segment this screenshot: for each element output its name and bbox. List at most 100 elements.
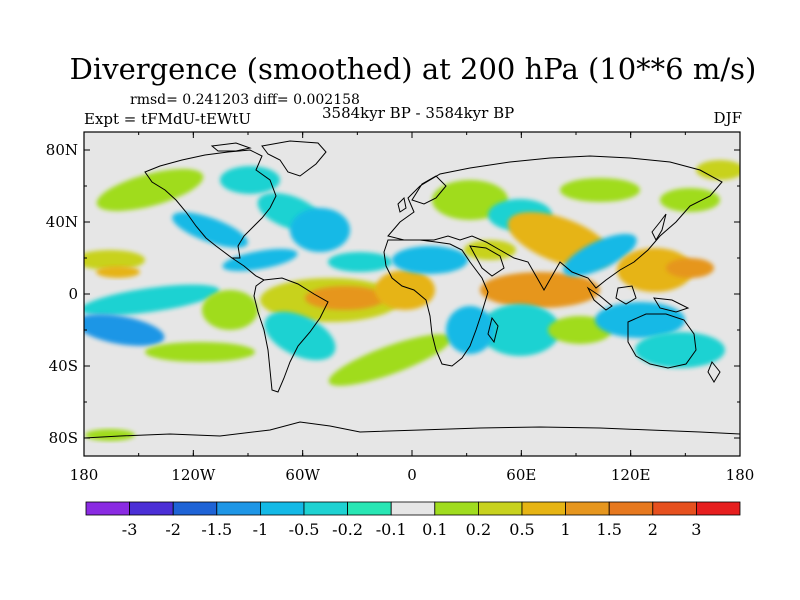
colorbar-swatch [477, 501, 523, 516]
season-label: DJF [713, 109, 742, 127]
colorbar-swatch [347, 501, 392, 516]
coast-south-america [253, 277, 329, 393]
colorbar-swatch [696, 501, 741, 516]
contour-patch [84, 284, 220, 316]
contour-patch [290, 208, 350, 252]
colorbar-swatch [521, 501, 566, 516]
colorbar-label: -0.5 [289, 520, 320, 539]
colorbar-label: 0.5 [509, 520, 534, 539]
colorbar-label: 3 [691, 520, 701, 539]
lon-tick-label: 60E [506, 466, 536, 484]
contour-patch [392, 246, 468, 274]
coast-greenland [261, 140, 327, 177]
contour-patch [660, 188, 720, 212]
experiment-label: Expt = tFMdU-tEWtU [84, 110, 252, 128]
coast-central-america [231, 257, 265, 281]
colorbar-label: 2 [648, 520, 658, 539]
coastlines [84, 140, 740, 439]
longitude-labels: 180 120W 60W 0 60E 120E 180 [70, 466, 755, 484]
contour-patch [96, 266, 140, 278]
colorbar-swatch [652, 501, 697, 516]
contour-patch [84, 250, 145, 270]
contour-patch [635, 332, 725, 368]
contour-patch [84, 314, 165, 346]
coast-madagascar [487, 316, 499, 344]
colorbar [85, 501, 741, 516]
colorbar-labels: -3 -2 -1.5 -1 -0.5 -0.2 -0.1 0.1 0.2 0.5 1 1.5 2 3 [122, 520, 702, 539]
contour-patch [480, 304, 560, 356]
lat-tick-label: 40S [49, 357, 78, 375]
colorbar-label: -1.5 [201, 520, 232, 539]
colorbar-label: -3 [122, 520, 138, 539]
contour-patch [560, 178, 640, 202]
colorbar-swatch [434, 501, 479, 516]
colorbar-label: 1.5 [596, 520, 621, 539]
latitude-labels: 80N 40N 0 40S 80S [46, 141, 78, 447]
colorbar-swatch [172, 501, 218, 516]
lon-tick-label: 120W [171, 466, 216, 484]
colorbar-label: 0.2 [466, 520, 491, 539]
lat-tick-label: 40N [46, 213, 78, 231]
contour-patch [432, 180, 508, 220]
contour-patch [617, 248, 693, 292]
contour-patch [563, 233, 637, 277]
colorbar-swatch [216, 501, 261, 516]
lat-tick-label: 80N [46, 141, 78, 159]
stats-label: rmsd= 0.241203 diff= 0.002158 [130, 92, 360, 108]
contour-patch [96, 168, 204, 212]
contour-patch [264, 311, 336, 361]
coast-british-isles [397, 196, 407, 213]
colorbar-swatch [565, 501, 610, 516]
lon-tick-label: 180 [726, 466, 755, 484]
colorbar-swatch [390, 501, 436, 516]
lat-tick-label: 80S [49, 429, 78, 447]
coast-eurasia [387, 155, 723, 292]
coast-arabia [469, 245, 505, 277]
coast-new-guinea [653, 297, 690, 313]
coast-north-america [144, 149, 277, 259]
lon-tick-label: 60W [285, 466, 320, 484]
colorbar-label: -1 [253, 520, 269, 539]
contour-patch [202, 290, 258, 330]
colorbar-swatch [259, 501, 305, 516]
coast-borneo [615, 285, 637, 305]
contour-patch [666, 258, 714, 278]
contour-patch [375, 270, 435, 310]
lon-tick-label: 180 [70, 466, 99, 484]
colorbar-label: 1 [561, 520, 571, 539]
colorbar-swatch [608, 501, 654, 516]
lon-tick-label: 120E [611, 466, 651, 484]
contour-patch [145, 342, 255, 362]
colorbar-label: -2 [165, 520, 181, 539]
coast-antarctica [84, 421, 740, 439]
colorbar-label: 0.1 [422, 520, 447, 539]
colorbar-swatch [85, 501, 130, 516]
contour-patch [446, 306, 494, 354]
axis-ticks [83, 132, 741, 456]
contour-patch [595, 302, 685, 338]
colorbar-label: -0.1 [376, 520, 407, 539]
lon-tick-label: 0 [407, 466, 417, 484]
contour-patch [172, 212, 248, 248]
lat-tick-label: 0 [68, 285, 78, 303]
coast-australia [627, 313, 697, 369]
contour-patch [220, 166, 280, 194]
contour-patch [328, 252, 392, 272]
divergence-contours [84, 160, 740, 441]
coast-canadian-islands [210, 142, 252, 152]
map-title: Divergence (smoothed) at 200 hPa (10**6 … [69, 52, 757, 86]
contour-patch [480, 272, 600, 308]
coast-scandinavia [411, 175, 447, 205]
contour-patch [696, 160, 740, 180]
contour-patch [328, 334, 452, 386]
contour-patch [305, 286, 385, 310]
colorbar-swatch [129, 501, 174, 516]
period-label: 3584kyr BP - 3584kyr BP [322, 104, 515, 122]
colorbar-swatch [303, 501, 348, 516]
coast-sumatra [586, 286, 613, 311]
coast-japan [651, 213, 667, 242]
colorbar-label: -0.2 [332, 520, 363, 539]
coast-africa [383, 239, 489, 367]
contour-patch [222, 248, 298, 272]
